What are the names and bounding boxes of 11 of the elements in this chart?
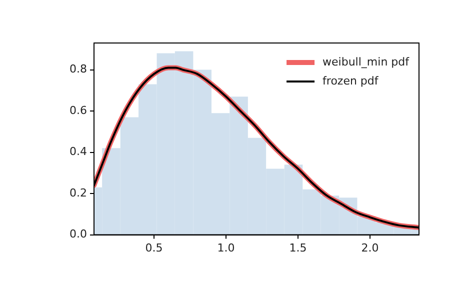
x-tick-label: 1.0 <box>217 241 235 254</box>
x-tick-label: 2.0 <box>361 241 379 254</box>
y-tick-label: 0.4 <box>70 145 87 158</box>
y-tick-label: 0.6 <box>70 104 87 117</box>
x-tick-label: 1.5 <box>289 241 307 254</box>
legend-label: weibull_min pdf <box>322 55 410 68</box>
x-tick-label: 0.5 <box>145 241 163 254</box>
y-tick-label: 0.8 <box>70 62 87 76</box>
y-tick-label: 0.2 <box>70 186 87 200</box>
legend-label: frozen pdf <box>322 74 380 88</box>
y-tick-label: 0.0 <box>70 228 87 241</box>
